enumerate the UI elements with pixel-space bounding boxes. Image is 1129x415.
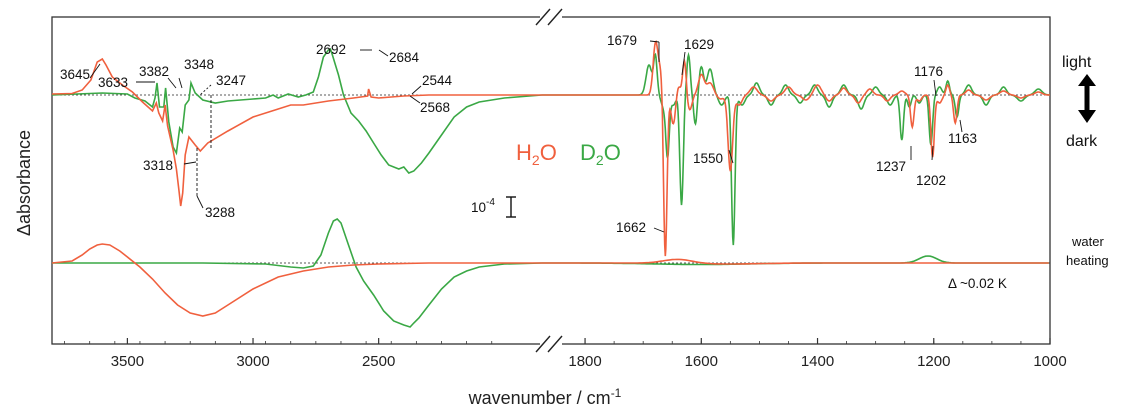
x-tick-label-1800: 1800 <box>568 353 601 370</box>
annotation-3288: 3288 <box>205 205 235 220</box>
annotation-3382: 3382 <box>139 64 169 79</box>
scale-bar-label: 10-4 <box>471 197 495 215</box>
annotation-1550: 1550 <box>693 151 723 166</box>
annotation-2692: 2692 <box>316 42 346 57</box>
x-axis-label-main: wavenumber / cm <box>468 388 611 408</box>
series-d2o-water-heating-left <box>52 218 543 328</box>
axis-break-top <box>535 8 563 26</box>
x-tick-label-2500: 2500 <box>362 353 395 370</box>
axis-break-bottom <box>535 335 563 353</box>
legend-h2o: H2O <box>516 140 557 168</box>
series-d2o-light-minus-dark-left <box>51 47 543 174</box>
annotation-2568: 2568 <box>420 100 450 115</box>
annotation-3247: 3247 <box>216 73 246 88</box>
x-axis-label: wavenumber / cm-1 <box>468 386 622 408</box>
annotation-2684: 2684 <box>389 50 420 65</box>
side-label-heating: heating <box>1066 253 1109 268</box>
annotation-3318: 3318 <box>143 158 173 173</box>
double-arrow-icon <box>1078 74 1096 123</box>
side-label-dark: dark <box>1066 133 1098 150</box>
y-axis-label: Δabsorbance <box>14 130 34 236</box>
annotation-1176: 1176 <box>914 64 943 79</box>
series-h2o-light-minus-dark-right <box>542 39 1050 257</box>
x-tick-label-1200: 1200 <box>917 353 950 370</box>
annotation-1163: 1163 <box>948 131 977 146</box>
side-label-light: light <box>1062 54 1092 71</box>
annotation-2544: 2544 <box>422 73 453 88</box>
x-tick-label-1000: 1000 <box>1033 353 1066 370</box>
annotation-1679: 1679 <box>607 33 637 48</box>
x-tick-label-3000: 3000 <box>236 353 269 370</box>
legend-d2o: D2O <box>580 140 621 168</box>
side-label-water: water <box>1071 234 1104 249</box>
x-tick-label-1600: 1600 <box>685 353 718 370</box>
tick-layer: 3500 3000 2500 1800 1600 1400 1200 1000 <box>64 338 1067 370</box>
annotation-1662: 1662 <box>616 220 646 235</box>
series-h2o-water-heating-right <box>542 258 1049 265</box>
annotation-3645: 3645 <box>60 67 90 82</box>
annotation-leaders <box>89 40 963 233</box>
x-axis-label-exponent: -1 <box>611 386 622 400</box>
scale-bar <box>506 196 516 218</box>
annotation-1629: 1629 <box>684 37 714 52</box>
series-h2o-water-heating-left <box>51 243 542 317</box>
series-h2o-light-minus-dark-left <box>51 57 542 207</box>
delta-temperature-label: Δ ~0.02 K <box>948 276 1007 291</box>
x-tick-label-1400: 1400 <box>801 353 834 370</box>
annotation-3633: 3633 <box>98 75 128 90</box>
annotation-1237: 1237 <box>876 159 906 174</box>
series-layer <box>51 39 1050 328</box>
annotation-1202: 1202 <box>916 173 946 188</box>
annotation-3348: 3348 <box>184 57 214 72</box>
x-tick-label-3500: 3500 <box>111 353 144 370</box>
